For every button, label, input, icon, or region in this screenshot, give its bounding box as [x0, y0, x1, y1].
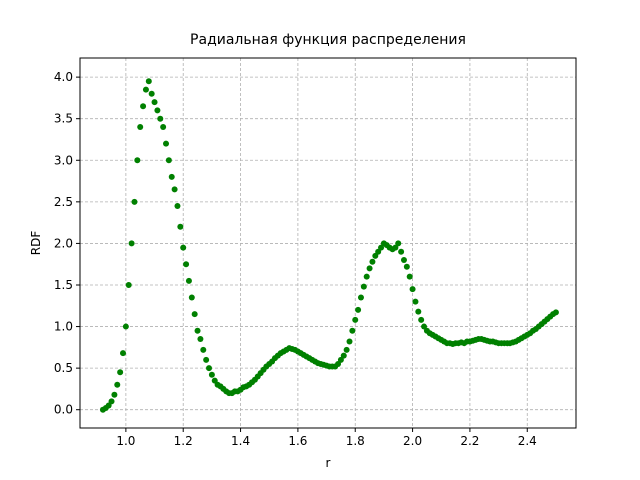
point — [122, 323, 129, 330]
point — [188, 294, 195, 301]
point — [357, 294, 364, 301]
x-tick-label: 2.2 — [460, 434, 479, 448]
point — [343, 346, 350, 353]
point — [185, 277, 192, 284]
point — [108, 398, 115, 405]
point — [352, 316, 359, 323]
point — [154, 107, 161, 114]
point — [403, 263, 410, 270]
point — [165, 157, 172, 164]
point — [117, 369, 124, 376]
x-tick-label: 2.4 — [518, 434, 537, 448]
point — [174, 203, 181, 209]
point — [134, 157, 141, 164]
point — [142, 86, 149, 93]
y-tick-label: 2.5 — [54, 195, 73, 209]
point — [120, 350, 127, 357]
point — [183, 261, 190, 268]
point — [197, 336, 204, 343]
point — [366, 265, 373, 272]
point — [415, 308, 422, 315]
point — [140, 103, 147, 110]
point — [151, 99, 158, 106]
plot-frame — [79, 57, 577, 429]
point — [131, 198, 138, 205]
point — [163, 140, 170, 147]
point — [346, 338, 353, 345]
point — [137, 124, 144, 131]
point — [363, 273, 370, 280]
point — [200, 346, 207, 353]
point — [340, 352, 347, 359]
y-tick-label: 3.0 — [54, 153, 73, 167]
point — [349, 327, 356, 334]
point — [194, 327, 201, 334]
x-tick-label: 1.8 — [346, 434, 365, 448]
point — [157, 115, 164, 122]
y-tick-label: 2.0 — [54, 236, 73, 250]
point — [395, 240, 402, 247]
point — [160, 124, 167, 131]
point — [355, 306, 362, 313]
point — [177, 223, 184, 230]
point — [208, 371, 215, 378]
y-tick-label: 1.5 — [54, 278, 73, 292]
point — [369, 258, 376, 265]
point — [360, 283, 367, 290]
y-tick-label: 0.0 — [54, 403, 73, 417]
point — [180, 244, 187, 251]
x-tick-label: 2.0 — [403, 434, 422, 448]
point — [171, 186, 178, 193]
y-tick-label: 1.0 — [54, 320, 73, 334]
chart-title: Радиальная функция распределения — [190, 32, 466, 48]
x-axis-label: r — [326, 456, 331, 470]
point — [206, 365, 213, 372]
point — [168, 173, 175, 180]
y-axis-label: RDF — [29, 231, 43, 256]
x-tick-label: 1.0 — [116, 434, 135, 448]
point — [412, 298, 419, 305]
point — [409, 286, 416, 293]
y-tick-label: 3.5 — [54, 112, 73, 126]
point — [203, 356, 210, 363]
point — [406, 273, 413, 280]
x-tick-label: 1.4 — [231, 434, 250, 448]
point — [418, 316, 425, 323]
point — [398, 248, 405, 255]
point — [148, 90, 155, 97]
point — [114, 381, 121, 388]
point — [128, 240, 135, 247]
point — [400, 257, 407, 264]
x-tick-label: 1.2 — [174, 434, 193, 448]
point — [191, 311, 198, 318]
y-tick-label: 4.0 — [54, 70, 73, 84]
x-tick-label: 1.6 — [288, 434, 307, 448]
point — [145, 78, 152, 85]
point — [111, 391, 118, 398]
y-tick-label: 0.5 — [54, 361, 73, 375]
point — [552, 309, 559, 316]
point — [125, 281, 132, 288]
